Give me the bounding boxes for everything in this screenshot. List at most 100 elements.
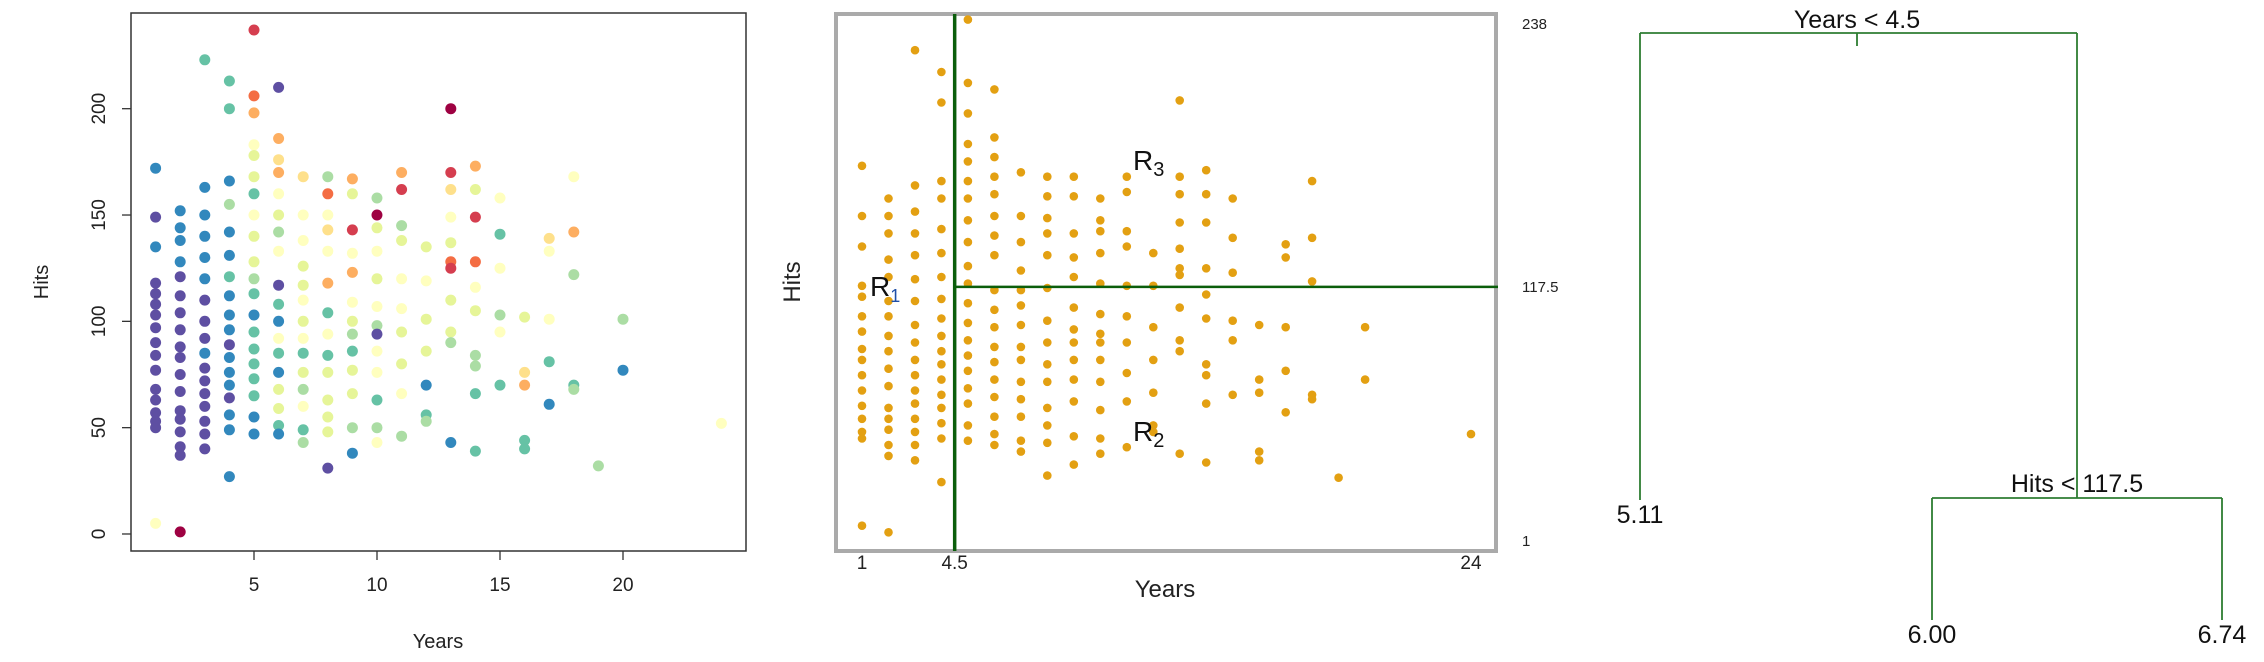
plot1-point	[174, 449, 186, 461]
plot2-point	[937, 434, 946, 443]
plot2-point	[857, 292, 867, 302]
plot1-point	[150, 394, 162, 406]
plot2-point	[963, 366, 973, 376]
plot2-point	[990, 375, 999, 384]
plot2-point	[857, 521, 867, 530]
plot1-point	[174, 271, 186, 283]
plot1-point	[248, 209, 260, 221]
plot1-point	[445, 184, 457, 195]
plot1-point	[248, 171, 260, 183]
plot2-x-tick-label: 1	[857, 553, 868, 574]
svg-text:R2: R2	[1133, 416, 1164, 452]
plot1-y-tick-label: 150	[89, 199, 110, 231]
plot1-point	[346, 345, 358, 357]
plot1-point	[396, 358, 408, 370]
plot2-point	[884, 528, 893, 537]
plot2-point	[963, 336, 973, 345]
plot1-point	[371, 192, 383, 204]
plot1-point	[248, 343, 260, 355]
plot2-point	[1175, 270, 1184, 280]
plot2-point	[1043, 338, 1052, 347]
region-r2-letter: R	[1133, 416, 1153, 447]
plot2-point	[937, 194, 946, 203]
plot2-point	[1122, 187, 1132, 197]
svg-text:R3: R3	[1133, 145, 1164, 181]
plot2-point	[910, 414, 920, 424]
plot2-point	[1096, 434, 1105, 443]
plot1-point	[371, 209, 383, 221]
plot2-point	[884, 296, 893, 306]
plot1-point	[445, 326, 457, 338]
tree-leaf-right: 6.74	[2198, 621, 2247, 649]
plot1-point	[174, 526, 186, 538]
plot2-point	[963, 399, 973, 408]
plot1-point	[174, 386, 186, 397]
plot1-point	[174, 222, 186, 234]
plot1-point	[174, 341, 186, 353]
region-r1-sub: 1	[890, 286, 900, 306]
plot1-point	[519, 443, 531, 455]
plot2-point	[937, 67, 946, 77]
plot2-point	[1096, 338, 1105, 347]
plot2-point	[1149, 248, 1158, 258]
plot1-point	[248, 90, 260, 102]
plot2-point	[1096, 355, 1105, 365]
plot2-point	[937, 477, 946, 487]
plot2-point	[1175, 218, 1184, 227]
plot2-point	[884, 425, 893, 435]
plot2-point	[1281, 366, 1290, 376]
plot1-point	[420, 415, 432, 427]
plot1-point	[273, 428, 285, 440]
tree-edges	[1639, 32, 2223, 620]
plot1-point	[322, 462, 334, 474]
plot1-point	[273, 332, 285, 344]
plot1-point	[248, 358, 260, 370]
region-r3-sub: 3	[1153, 159, 1164, 181]
plot2-point	[963, 176, 973, 186]
plot1-point	[150, 241, 162, 253]
plot2-point	[1175, 303, 1184, 312]
plot1-point	[174, 441, 186, 453]
plot1-point	[519, 311, 531, 323]
plot2-point	[910, 427, 920, 437]
plot1-point	[445, 437, 457, 448]
plot2-point	[884, 451, 893, 461]
plot2-point	[1016, 266, 1026, 275]
plot2-point	[1228, 390, 1237, 400]
plot1-point	[223, 226, 235, 238]
plot2-point	[937, 294, 946, 304]
plot2-point	[1175, 172, 1184, 181]
plot2-point	[884, 414, 893, 424]
plot2-point	[1360, 322, 1370, 332]
plot1-point	[322, 307, 334, 319]
plot1-point	[199, 252, 211, 263]
plot1-point	[297, 424, 309, 436]
plot2-point	[963, 351, 973, 360]
plot2-point	[910, 386, 920, 395]
plot1-point	[346, 247, 358, 259]
plot1-point	[199, 294, 211, 306]
plot2-point	[937, 403, 946, 413]
plot1-point	[174, 426, 186, 438]
plot1-point	[150, 211, 162, 223]
plot2-point	[857, 344, 867, 354]
plot1-point	[199, 375, 211, 387]
plot2-point	[1016, 377, 1026, 387]
plot1-point	[494, 309, 506, 321]
plot2-point	[937, 360, 946, 369]
plot2-point	[1149, 421, 1158, 430]
plot2-point	[937, 314, 946, 323]
plot1-point	[297, 171, 309, 183]
plot1-point	[273, 347, 285, 359]
plot2-point	[910, 181, 920, 190]
plot2-point	[1069, 397, 1079, 406]
plot1-point	[346, 447, 358, 459]
plot2-point	[1122, 397, 1132, 406]
plot2-point	[1043, 377, 1052, 387]
plot2-point	[1466, 429, 1476, 439]
plot1-point	[273, 420, 285, 431]
plot1-point	[715, 417, 727, 429]
plot1-point	[199, 315, 211, 327]
plot2-point	[857, 327, 867, 336]
